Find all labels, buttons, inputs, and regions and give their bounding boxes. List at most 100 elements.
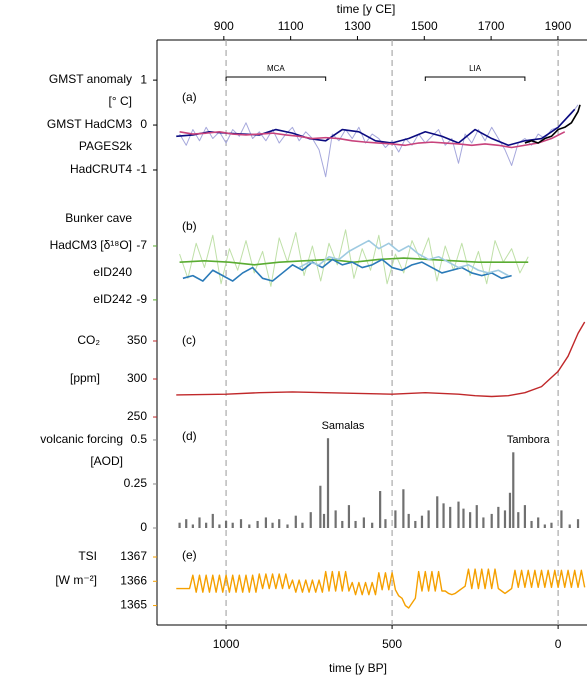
bar xyxy=(457,501,460,528)
bar xyxy=(239,519,243,528)
y-tick-label: -7 xyxy=(136,238,147,252)
bar xyxy=(469,512,472,528)
bar xyxy=(248,524,251,528)
x-tick-label: 0 xyxy=(555,637,562,651)
y-tick-label: -1 xyxy=(136,162,147,176)
bar xyxy=(402,489,405,528)
bar xyxy=(508,492,512,528)
bar xyxy=(178,522,181,528)
bar xyxy=(497,506,500,528)
bar xyxy=(543,524,546,528)
bar xyxy=(414,520,417,528)
panel-label: (b) xyxy=(182,219,197,233)
y-axis-label: [° C] xyxy=(109,94,132,108)
y-axis-label: CO₂ xyxy=(77,333,100,347)
series-line xyxy=(179,130,566,149)
period-bracket xyxy=(225,76,327,81)
y-tick-label: 0 xyxy=(140,117,147,131)
y-tick-label: 0.25 xyxy=(124,476,148,490)
bar xyxy=(319,485,322,528)
y-axis-label: [W m⁻²] xyxy=(55,573,97,587)
series-line xyxy=(176,321,586,398)
bar xyxy=(326,438,330,528)
bar xyxy=(286,524,289,528)
panel-label: (e) xyxy=(182,548,197,562)
panel-label: (c) xyxy=(182,333,196,347)
raw-line xyxy=(179,104,579,178)
legend-entry: eID242 xyxy=(93,292,132,306)
bar xyxy=(394,510,397,528)
y-axis-label: TSI xyxy=(78,549,97,563)
event-label: Tambora xyxy=(507,434,551,446)
bar xyxy=(231,522,234,528)
bar xyxy=(523,505,527,528)
x-tick-label: 500 xyxy=(382,637,402,651)
y-tick-label: 1365 xyxy=(120,598,147,612)
bar xyxy=(442,503,445,528)
bar xyxy=(264,517,268,528)
period-bracket xyxy=(424,76,526,81)
y-axis-label: volcanic forcing xyxy=(40,432,123,446)
x2-tick-label: 1300 xyxy=(344,19,371,33)
bar xyxy=(322,513,326,528)
bar xyxy=(407,513,410,528)
y-tick-label: 1366 xyxy=(120,573,147,587)
bar xyxy=(462,508,465,528)
y-tick-label: 0 xyxy=(140,520,147,534)
bar xyxy=(301,522,304,528)
x2-tick-label: 1900 xyxy=(545,19,572,33)
y-tick-label: 0.5 xyxy=(130,432,147,446)
panel-label: (a) xyxy=(182,90,197,104)
y-axis-label: [AOD] xyxy=(90,454,123,468)
plot-area xyxy=(176,40,586,625)
bar xyxy=(560,510,563,528)
bar xyxy=(294,515,297,528)
bar xyxy=(475,505,478,528)
period-label: LIA xyxy=(469,64,482,73)
x2-tick-label: 1100 xyxy=(278,19,304,33)
legend-entry: GMST HadCM3 xyxy=(47,117,132,131)
bar xyxy=(371,522,374,528)
x2-tick-label: 1700 xyxy=(478,19,505,33)
bar xyxy=(512,452,515,528)
y-axis-label: [ppm] xyxy=(70,371,100,385)
bar xyxy=(185,519,188,528)
bar xyxy=(218,524,221,528)
y-axis-label: GMST anomaly xyxy=(49,72,132,86)
bar xyxy=(436,496,439,528)
bar xyxy=(379,491,382,528)
bar xyxy=(550,522,553,528)
y-tick-label: -9 xyxy=(136,292,147,306)
series-line xyxy=(182,258,512,282)
series-line xyxy=(176,568,586,609)
bar xyxy=(490,513,493,528)
bar xyxy=(362,517,365,528)
bar xyxy=(517,512,520,528)
x2-tick-label: 900 xyxy=(214,19,234,33)
legend-entry: PAGES2k xyxy=(79,139,133,153)
panel-label: (d) xyxy=(182,429,197,443)
bar xyxy=(427,510,430,528)
bar xyxy=(309,512,312,528)
bar xyxy=(205,522,208,528)
bar xyxy=(211,513,214,528)
bar xyxy=(271,522,274,528)
raw-line xyxy=(179,229,529,287)
bar xyxy=(224,520,228,528)
bar xyxy=(537,517,540,528)
bar xyxy=(576,519,580,528)
x-tick-label: 1000 xyxy=(213,637,240,651)
bar xyxy=(503,510,507,528)
event-label: Samalas xyxy=(322,420,365,432)
y-tick-label: 1367 xyxy=(120,549,147,563)
bar xyxy=(354,520,357,528)
y-tick-label: 250 xyxy=(127,409,147,423)
bar xyxy=(198,517,201,528)
bar xyxy=(334,510,337,528)
bar xyxy=(278,519,281,528)
y-tick-label: 350 xyxy=(127,333,147,347)
bar xyxy=(530,520,533,528)
legend-entry: eID240 xyxy=(93,265,132,279)
bar xyxy=(568,524,571,528)
